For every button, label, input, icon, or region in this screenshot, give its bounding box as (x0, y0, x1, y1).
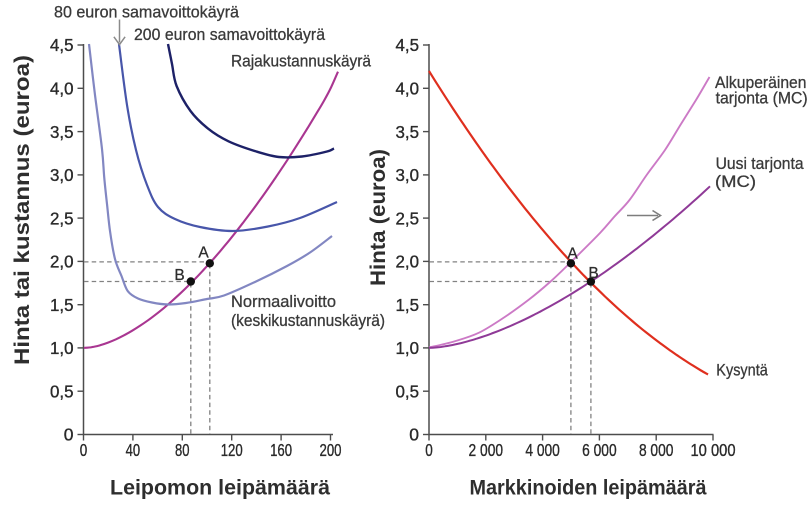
svg-text:80 euron samavoittokäyrä: 80 euron samavoittokäyrä (54, 3, 240, 22)
svg-text:10 000: 10 000 (691, 440, 736, 460)
svg-text:Rajakustannuskäyrä: Rajakustannuskäyrä (231, 52, 371, 71)
svg-text:B: B (588, 265, 598, 282)
svg-text:0: 0 (425, 440, 433, 460)
svg-text:2,5: 2,5 (396, 208, 420, 228)
svg-text:Alkuperäinen: Alkuperäinen (715, 73, 807, 92)
svg-text:6 000: 6 000 (582, 440, 617, 460)
svg-text:A: A (567, 246, 578, 263)
svg-text:1,0: 1,0 (50, 338, 74, 358)
svg-text:3,0: 3,0 (50, 165, 74, 185)
svg-text:8 000: 8 000 (639, 440, 674, 460)
svg-text:2,0: 2,0 (50, 252, 74, 272)
svg-text:120: 120 (221, 440, 243, 460)
svg-text:4,5: 4,5 (50, 35, 74, 55)
svg-text:Leipomon leipämäärä: Leipomon leipämäärä (110, 476, 331, 500)
svg-text:tarjonta (MC): tarjonta (MC) (716, 89, 808, 108)
svg-text:1,0: 1,0 (396, 338, 420, 358)
svg-text:200: 200 (320, 440, 342, 460)
svg-text:80: 80 (175, 440, 190, 460)
svg-text:0,5: 0,5 (396, 381, 420, 401)
svg-text:0: 0 (80, 440, 88, 460)
svg-text:1,5: 1,5 (50, 295, 74, 315)
svg-text:3,5: 3,5 (396, 122, 420, 142)
svg-text:2,5: 2,5 (50, 208, 74, 228)
svg-text:200 euron samavoittokäyrä: 200 euron samavoittokäyrä (134, 25, 326, 44)
svg-text:40: 40 (126, 440, 141, 460)
svg-text:B: B (174, 267, 184, 284)
svg-text:4,0: 4,0 (396, 79, 420, 99)
svg-text:Hinta (euroa): Hinta (euroa) (366, 149, 390, 286)
svg-text:(keskikustannuskäyrä): (keskikustannuskäyrä) (231, 311, 385, 330)
svg-text:0: 0 (409, 425, 419, 445)
svg-text:Uusi tarjonta: Uusi tarjonta (716, 154, 804, 173)
svg-text:(MC): (MC) (715, 172, 756, 191)
svg-text:160: 160 (270, 440, 292, 460)
svg-text:0: 0 (64, 425, 74, 445)
svg-text:A: A (198, 245, 209, 262)
svg-text:4,5: 4,5 (396, 35, 420, 55)
svg-text:3,0: 3,0 (396, 165, 420, 185)
svg-text:3,5: 3,5 (50, 122, 74, 142)
svg-text:0,5: 0,5 (50, 381, 74, 401)
svg-text:1,5: 1,5 (396, 295, 420, 315)
svg-text:2 000: 2 000 (469, 440, 504, 460)
svg-text:Kysyntä: Kysyntä (716, 360, 768, 379)
svg-text:Normaalivoitto: Normaalivoitto (231, 292, 336, 311)
svg-text:4 000: 4 000 (525, 440, 560, 460)
svg-text:2,0: 2,0 (396, 252, 420, 272)
svg-text:4,0: 4,0 (50, 79, 74, 99)
svg-text:Hinta tai kustannus (euroa): Hinta tai kustannus (euroa) (10, 55, 34, 365)
svg-text:Markkinoiden leipämäärä: Markkinoiden leipämäärä (470, 476, 708, 500)
